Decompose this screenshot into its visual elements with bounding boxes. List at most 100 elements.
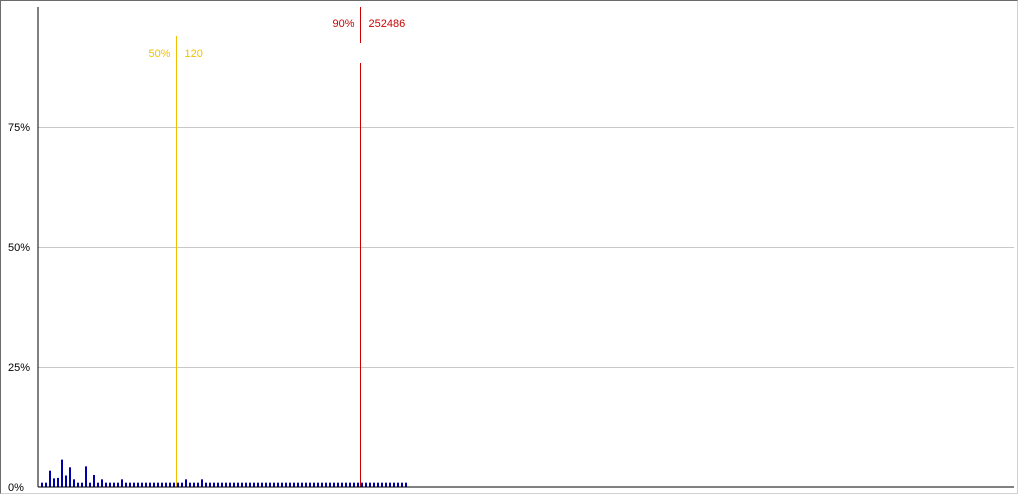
histogram-bar — [237, 482, 239, 487]
histogram-bar — [277, 482, 279, 487]
histogram-bar — [241, 482, 243, 487]
histogram-bar — [257, 482, 259, 487]
histogram-bar — [333, 482, 335, 487]
histogram-bar — [169, 482, 171, 487]
y-tick-label: 50% — [8, 242, 30, 254]
histogram-bar — [245, 482, 247, 487]
histogram-bar — [97, 482, 99, 487]
histogram-bar — [301, 482, 303, 487]
histogram-bar — [125, 482, 127, 487]
histogram-bar — [293, 482, 295, 487]
histogram-bar — [381, 482, 383, 487]
histogram-bar — [89, 482, 91, 487]
histogram-bar — [313, 482, 315, 487]
histogram-bar — [173, 482, 175, 487]
histogram-bar — [137, 482, 139, 487]
histogram-bar — [329, 482, 331, 487]
histogram-bar — [93, 475, 95, 487]
histogram-bar — [401, 482, 403, 487]
histogram-bar — [65, 475, 67, 487]
histogram-bar — [153, 482, 155, 487]
histogram-bar — [321, 482, 323, 487]
histogram-bar — [205, 482, 207, 487]
histogram-bar — [181, 482, 183, 487]
histogram-bar — [141, 482, 143, 487]
histogram-bar — [281, 482, 283, 487]
histogram-bar — [121, 479, 123, 487]
histogram-bar — [45, 482, 47, 487]
histogram-bar — [105, 482, 107, 487]
histogram-bar — [149, 482, 151, 487]
histogram-bar — [165, 482, 167, 487]
histogram-bar — [77, 482, 79, 487]
histogram-bar — [133, 482, 135, 487]
histogram-bar — [297, 482, 299, 487]
histogram-bar — [145, 482, 147, 487]
histogram-bar — [369, 482, 371, 487]
histogram-bar — [49, 470, 51, 487]
histogram-bar — [69, 467, 71, 487]
histogram-bar — [225, 482, 227, 487]
histogram-bar — [85, 466, 87, 487]
histogram-bar — [273, 482, 275, 487]
histogram-bar — [213, 482, 215, 487]
histogram-bar — [389, 482, 391, 487]
histogram-bar — [397, 482, 399, 487]
percentile-label: 90% — [332, 18, 354, 30]
histogram-bar — [269, 482, 271, 487]
histogram-bar — [265, 482, 267, 487]
histogram-bar — [349, 482, 351, 487]
histogram-bar — [249, 482, 251, 487]
histogram-bar — [317, 482, 319, 487]
histogram-bar — [157, 482, 159, 487]
histogram-bar — [53, 478, 55, 487]
histogram-bar — [261, 482, 263, 487]
histogram-bar — [189, 482, 191, 487]
histogram-bar — [61, 459, 63, 487]
histogram-bar — [309, 482, 311, 487]
histogram-bar — [117, 482, 119, 487]
histogram-bar — [337, 482, 339, 487]
y-tick-label: 75% — [8, 122, 30, 134]
histogram-bar — [285, 482, 287, 487]
histogram-bar — [385, 482, 387, 487]
histogram-bar — [357, 482, 359, 487]
histogram-bar — [365, 482, 367, 487]
histogram-bar — [361, 482, 363, 487]
histogram-bar — [193, 482, 195, 487]
histogram-bar — [129, 482, 131, 487]
histogram-bar — [113, 482, 115, 487]
histogram-bar — [101, 479, 103, 487]
histogram-bar — [185, 479, 187, 487]
histogram-bar — [353, 482, 355, 487]
histogram-bar — [289, 482, 291, 487]
histogram-bar — [253, 482, 255, 487]
y-tick-label: 25% — [8, 362, 30, 374]
histogram-bar — [197, 482, 199, 487]
histogram-bar — [81, 482, 83, 487]
percentile-value-label: 252486 — [369, 18, 406, 30]
histogram-bar — [109, 482, 111, 487]
histogram-bar — [57, 477, 59, 487]
histogram-bar — [325, 482, 327, 487]
histogram-bar — [177, 482, 179, 487]
histogram-bar — [305, 482, 307, 487]
histogram-bar — [161, 482, 163, 487]
histogram-bar — [229, 482, 231, 487]
histogram-bar — [233, 482, 235, 487]
histogram-bar — [341, 482, 343, 487]
histogram-bar — [405, 482, 407, 487]
histogram-bar — [373, 482, 375, 487]
histogram-bar — [393, 482, 395, 487]
percentile-label: 50% — [148, 48, 170, 60]
histogram-bar — [221, 482, 223, 487]
histogram-bar — [209, 482, 211, 487]
histogram-bar — [345, 482, 347, 487]
histogram-bar — [73, 479, 75, 487]
y-tick-label: 0% — [8, 482, 24, 493]
histogram-bar — [377, 482, 379, 487]
histogram-bar — [41, 482, 43, 487]
percentile-value-label: 120 — [185, 48, 203, 60]
